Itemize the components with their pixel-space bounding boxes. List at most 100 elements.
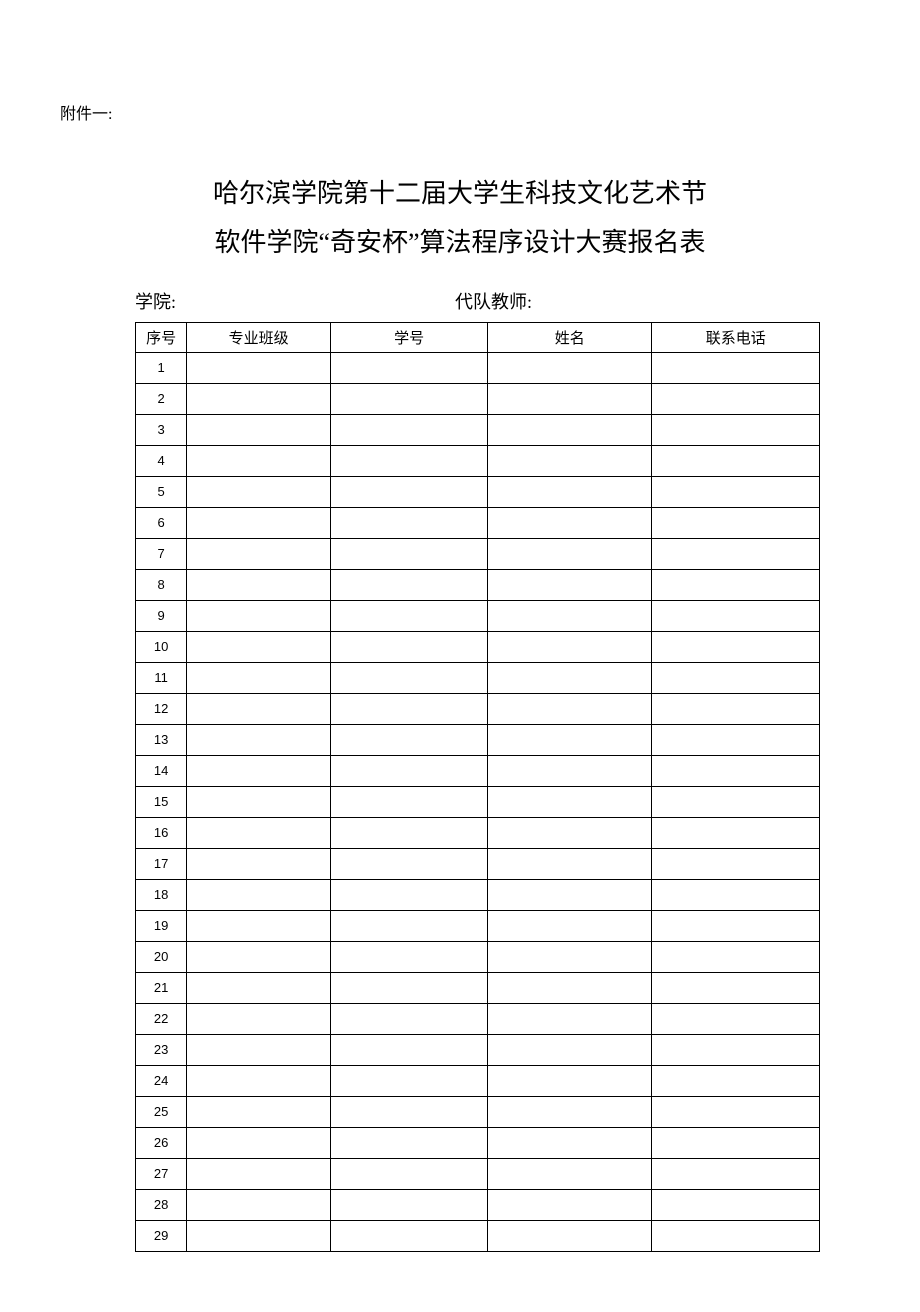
cell-student_id (330, 445, 487, 476)
cell-phone (652, 972, 820, 1003)
cell-student_id (330, 1189, 487, 1220)
cell-class (187, 631, 331, 662)
cell-seq: 27 (136, 1158, 187, 1189)
cell-student_id (330, 755, 487, 786)
cell-name (488, 910, 652, 941)
cell-student_id (330, 507, 487, 538)
cell-phone (652, 1096, 820, 1127)
cell-seq: 9 (136, 600, 187, 631)
cell-student_id (330, 383, 487, 414)
cell-seq: 28 (136, 1189, 187, 1220)
table-row: 2 (136, 383, 820, 414)
cell-seq: 26 (136, 1127, 187, 1158)
cell-class (187, 786, 331, 817)
form-labels: 学院: 代队教师: (60, 288, 860, 314)
table-row: 3 (136, 414, 820, 445)
cell-class (187, 1096, 331, 1127)
cell-class (187, 879, 331, 910)
cell-phone (652, 1189, 820, 1220)
header-student-id: 学号 (330, 322, 487, 352)
cell-class (187, 1003, 331, 1034)
table-row: 23 (136, 1034, 820, 1065)
table-row: 7 (136, 538, 820, 569)
table-row: 20 (136, 941, 820, 972)
cell-seq: 17 (136, 848, 187, 879)
cell-student_id (330, 569, 487, 600)
cell-seq: 7 (136, 538, 187, 569)
cell-class (187, 817, 331, 848)
cell-student_id (330, 910, 487, 941)
cell-class (187, 476, 331, 507)
cell-student_id (330, 1158, 487, 1189)
cell-student_id (330, 879, 487, 910)
cell-name (488, 848, 652, 879)
cell-phone (652, 910, 820, 941)
cell-student_id (330, 631, 487, 662)
cell-student_id (330, 848, 487, 879)
instructor-label: 代队教师: (455, 288, 860, 314)
document-title: 哈尔滨学院第十二届大学生科技文化艺术节 软件学院“奇安杯”算法程序设计大赛报名表 (60, 169, 860, 268)
table-header-row: 序号 专业班级 学号 姓名 联系电话 (136, 322, 820, 352)
cell-seq: 22 (136, 1003, 187, 1034)
header-phone: 联系电话 (652, 322, 820, 352)
cell-class (187, 1065, 331, 1096)
cell-class (187, 724, 331, 755)
cell-name (488, 724, 652, 755)
cell-seq: 24 (136, 1065, 187, 1096)
cell-seq: 1 (136, 352, 187, 383)
cell-name (488, 1065, 652, 1096)
title-line-2: 软件学院“奇安杯”算法程序设计大赛报名表 (60, 218, 860, 267)
cell-phone (652, 631, 820, 662)
cell-class (187, 538, 331, 569)
cell-phone (652, 383, 820, 414)
cell-phone (652, 600, 820, 631)
header-seq: 序号 (136, 322, 187, 352)
cell-phone (652, 352, 820, 383)
cell-seq: 29 (136, 1220, 187, 1251)
table-row: 26 (136, 1127, 820, 1158)
cell-class (187, 755, 331, 786)
cell-seq: 8 (136, 569, 187, 600)
cell-seq: 18 (136, 879, 187, 910)
table-row: 6 (136, 507, 820, 538)
header-name: 姓名 (488, 322, 652, 352)
cell-phone (652, 507, 820, 538)
cell-name (488, 1158, 652, 1189)
table-row: 11 (136, 662, 820, 693)
cell-seq: 16 (136, 817, 187, 848)
cell-seq: 25 (136, 1096, 187, 1127)
cell-phone (652, 817, 820, 848)
cell-name (488, 476, 652, 507)
cell-name (488, 507, 652, 538)
cell-phone (652, 1003, 820, 1034)
cell-name (488, 755, 652, 786)
cell-phone (652, 662, 820, 693)
cell-class (187, 414, 331, 445)
cell-seq: 4 (136, 445, 187, 476)
cell-student_id (330, 352, 487, 383)
table-row: 4 (136, 445, 820, 476)
cell-student_id (330, 662, 487, 693)
cell-student_id (330, 1096, 487, 1127)
cell-phone (652, 879, 820, 910)
cell-student_id (330, 786, 487, 817)
cell-seq: 11 (136, 662, 187, 693)
cell-seq: 2 (136, 383, 187, 414)
cell-seq: 5 (136, 476, 187, 507)
cell-class (187, 1189, 331, 1220)
cell-name (488, 662, 652, 693)
cell-name (488, 1189, 652, 1220)
table-row: 14 (136, 755, 820, 786)
cell-student_id (330, 817, 487, 848)
table-row: 9 (136, 600, 820, 631)
cell-class (187, 848, 331, 879)
cell-student_id (330, 1127, 487, 1158)
cell-seq: 15 (136, 786, 187, 817)
table-row: 17 (136, 848, 820, 879)
cell-name (488, 1034, 652, 1065)
cell-student_id (330, 1034, 487, 1065)
registration-table: 序号 专业班级 学号 姓名 联系电话 123456789101112131415… (135, 322, 820, 1252)
cell-student_id (330, 476, 487, 507)
table-row: 15 (136, 786, 820, 817)
table-row: 8 (136, 569, 820, 600)
